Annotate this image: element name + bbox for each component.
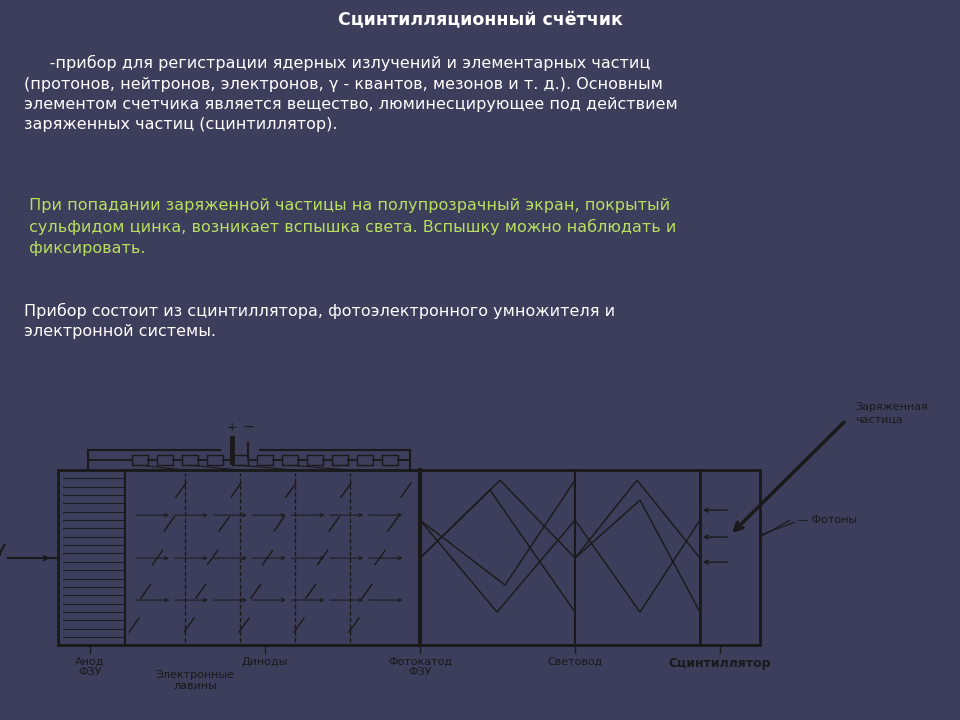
Bar [382,455,398,465]
Bar [207,455,223,465]
Bar [420,470,760,645]
Text: ФЗУ: ФЗУ [79,667,102,677]
Bar [182,455,198,465]
Bar [232,455,248,465]
Text: Анод: Анод [75,657,105,667]
Bar [58,470,420,645]
Text: Сцинтиллятор: Сцинтиллятор [669,657,771,670]
Text: Фотокатод: Фотокатод [388,657,452,667]
Text: ФЗУ: ФЗУ [408,667,432,677]
Text: лавины: лавины [173,681,217,691]
Bar [307,455,323,465]
Text: — Фотоны: — Фотоны [797,515,857,525]
Bar [332,455,348,465]
Text: Световод: Световод [547,657,603,667]
Text: Сцинтилляционный счётчик: Сцинтилляционный счётчик [338,11,622,29]
Text: При попадании заряженной частицы на полупрозрачный экран, покрытый
 сульфидом ци: При попадании заряженной частицы на полу… [24,198,677,256]
Bar [257,455,273,465]
Text: Диноды: Диноды [242,657,288,667]
Bar [157,455,173,465]
Text: Прибор состоит из сцинтиллятора, фотоэлектронного умножителя и
электронной систе: Прибор состоит из сцинтиллятора, фотоэле… [24,303,615,340]
Text: частица: частица [855,414,902,424]
Text: -прибор для регистрации ядерных излучений и элементарных частиц
(протонов, нейтр: -прибор для регистрации ядерных излучени… [24,55,678,132]
Bar [282,455,298,465]
Text: −: − [242,420,253,434]
Text: Электронные: Электронные [156,670,234,680]
Bar [357,455,373,465]
Text: γ: γ [0,541,5,556]
Bar [132,455,148,465]
Text: Заряженная: Заряженная [855,402,928,412]
Text: +: + [227,421,237,434]
